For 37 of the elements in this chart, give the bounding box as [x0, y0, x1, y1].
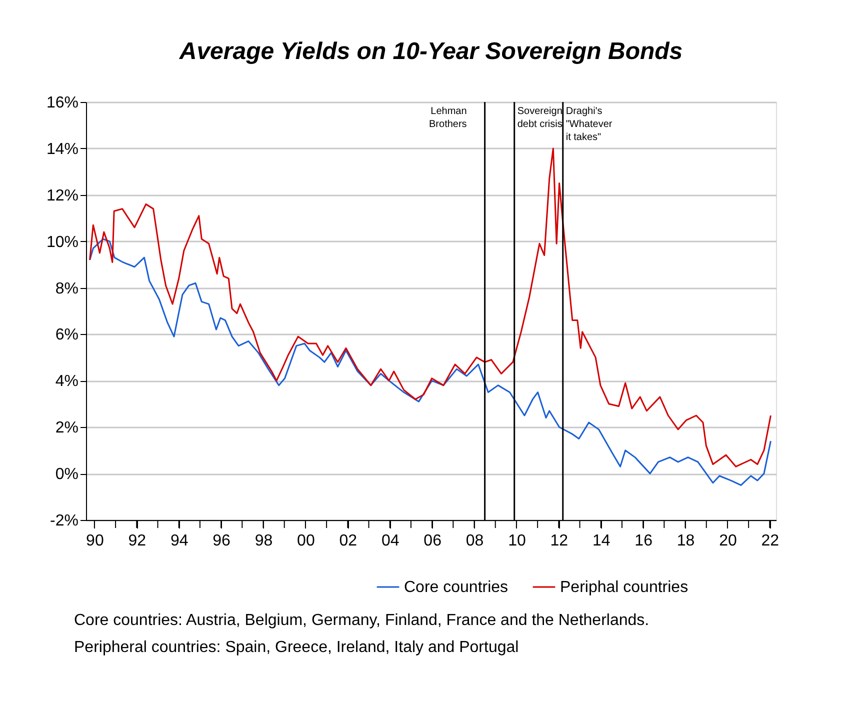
x-tick-label: 98	[254, 532, 273, 550]
y-tick-label: 8%	[55, 280, 78, 298]
x-tick-label: 90	[86, 532, 104, 550]
x-tick-label: 18	[676, 532, 695, 550]
text: Core countries: Austria, Belgium, Germany, Finland, France and the Netherlands.	[74, 612, 650, 629]
text: Peripheral countries: Spain, Greece, Ireland, Italy and Portugal	[74, 639, 519, 656]
ref-line-label: Lehman Brothers	[429, 106, 467, 130]
x-tick-label: 10	[508, 532, 526, 550]
y-tick-label: -2%	[50, 512, 78, 530]
x-tick-label: 04	[381, 532, 400, 550]
y-tick-label: 2%	[55, 420, 78, 437]
y-tick-label: 12%	[46, 187, 78, 204]
legend-label: Periphal countries	[560, 579, 688, 596]
x-tick-label: 16	[634, 532, 653, 550]
y-tick-label: 10%	[46, 234, 78, 251]
y-tick-label: 6%	[55, 326, 78, 344]
y-tick-label: 14%	[46, 140, 78, 158]
ref-line-label: Sovereign debt crisis	[517, 106, 562, 130]
line-series	[89, 238, 772, 486]
x-tick-label: 22	[761, 532, 780, 550]
x-tick-label: 00	[297, 532, 315, 550]
chart-title: Average Yields on 10-Year Sovereign Bonds	[178, 38, 683, 65]
y-tick-label: 4%	[55, 373, 78, 390]
x-tick-label: 02	[339, 532, 358, 550]
x-tick-label: 14	[592, 532, 610, 550]
y-tick-label: 0%	[55, 466, 78, 484]
x-tick-label: 20	[719, 532, 737, 550]
legend-label: Core countries	[404, 579, 508, 596]
x-tick-label: 94	[170, 532, 188, 550]
y-tick-label: 16%	[46, 94, 78, 112]
x-tick-label: 08	[466, 532, 484, 550]
x-tick-label: 96	[212, 532, 231, 550]
x-tick-label: 12	[550, 532, 568, 550]
ref-line-label: Draghi's "Whatever it takes"	[566, 106, 613, 143]
x-tick-label: 06	[424, 532, 442, 550]
x-tick-label: 92	[128, 532, 146, 550]
line-series	[89, 148, 772, 468]
